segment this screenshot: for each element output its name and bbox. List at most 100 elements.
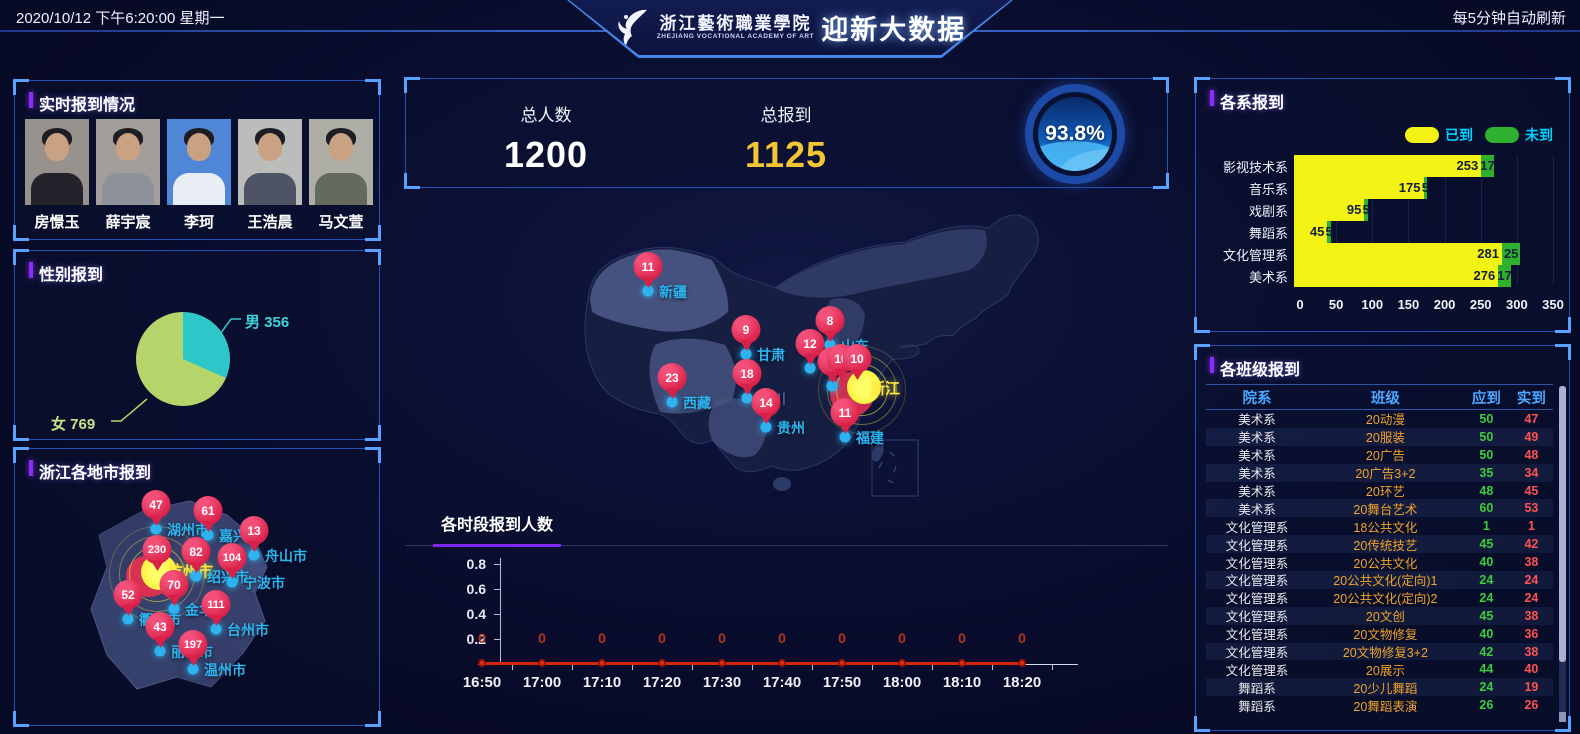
y-tick <box>494 564 500 565</box>
table-cell: 20广告 <box>1365 449 1405 464</box>
table-cell: 文化管理系 <box>1225 646 1289 661</box>
table-row: 文化管理系 20文创 45 38 <box>1206 606 1553 625</box>
bar-arrived <box>1294 265 1499 287</box>
city-label: 台州市 <box>227 622 269 638</box>
map-pin: 111 <box>201 590 231 633</box>
table-cell: 40 <box>1479 555 1494 570</box>
pin-value: 111 <box>201 590 231 619</box>
table-row: 文化管理系 20文物修复3+2 42 38 <box>1206 642 1553 661</box>
photo-silhouette <box>173 173 225 205</box>
table-cell: 24 <box>1524 572 1539 587</box>
student-card: 马文萱 <box>309 119 373 232</box>
y-tick-label: 0.2 <box>466 631 486 647</box>
photo-silhouette <box>315 173 367 205</box>
bar-value-absent: 5 <box>1325 224 1333 239</box>
y-tick <box>494 639 500 640</box>
x-axis-tick: 100 <box>1361 297 1384 312</box>
photo-silhouette <box>45 133 69 161</box>
data-point-value: 0 <box>778 630 786 646</box>
table-cell: 20展示 <box>1365 663 1405 678</box>
bar-value-arrived: 95 <box>1346 202 1362 217</box>
x-tick <box>812 665 813 670</box>
city-dot <box>740 348 752 360</box>
corner-accent <box>13 225 29 241</box>
corner-accent <box>1194 344 1210 360</box>
table-cell: 53 <box>1524 501 1539 516</box>
data-point <box>538 659 546 667</box>
table-row: 文化管理系 20文物修复 40 36 <box>1206 625 1553 643</box>
data-point <box>958 659 966 667</box>
student-card: 房憬玉 <box>25 119 89 232</box>
corner-accent <box>13 711 29 727</box>
table-cell: 20环艺 <box>1365 485 1405 500</box>
city-dot <box>190 570 202 582</box>
table-cell: 美术系 <box>1238 502 1276 517</box>
table-cell: 26 <box>1479 698 1494 713</box>
map-pin: 14 <box>751 388 781 431</box>
table-cell: 文化管理系 <box>1225 538 1289 553</box>
data-point-value: 0 <box>598 630 606 646</box>
crane-logo-icon <box>618 9 647 46</box>
department-bar-chart: 影视技术系 253 17 音乐系 175 5 戏剧系 95 5 舞蹈系 45 5 文化管理系 281 25 美… <box>1210 155 1553 287</box>
panel-title: 各系报到 <box>1210 89 1284 113</box>
table-row: 舞蹈系 20舞蹈表演 26 26 <box>1206 696 1553 714</box>
table-cell: 40 <box>1524 662 1539 677</box>
bar-value-arrived: 281 <box>1477 246 1499 261</box>
corner-accent <box>404 173 420 189</box>
school-name: 浙江藝術職業學院 ZHEJIANG VOCATIONAL ACADEMY OF … <box>656 13 815 41</box>
map-pin: 230 <box>142 535 172 578</box>
pin-value: 13 <box>239 516 269 545</box>
tab-timeline[interactable]: 各时段报到人数 <box>433 511 562 547</box>
bar-row: 戏剧系 95 5 <box>1210 199 1553 221</box>
city-dot <box>187 663 199 675</box>
table-cell: 38 <box>1524 555 1539 570</box>
scrollbar-down-button[interactable] <box>1559 712 1566 722</box>
x-tick <box>692 665 693 670</box>
city-label: 舟山市 <box>265 548 307 564</box>
table-cell: 美术系 <box>1238 413 1276 428</box>
table-cell: 50 <box>1479 447 1494 462</box>
panel-title: 性别报到 <box>29 261 103 285</box>
data-point-value: 0 <box>1018 630 1026 646</box>
data-point <box>718 659 726 667</box>
timeline-line-chart: 0.8 0.6 0.4 0.2 16:50 0 17:00 0 17:10 0 17:20 0 17:3… <box>430 552 1140 712</box>
pin-tail <box>189 562 203 580</box>
table-cell: 20服装 <box>1365 431 1405 446</box>
legend-swatch <box>1405 127 1439 143</box>
table-cell: 49 <box>1524 429 1539 444</box>
pin-tail <box>149 515 163 533</box>
legend-item-已到[interactable]: 已到 <box>1405 125 1473 145</box>
student-name: 王浩晨 <box>247 214 293 231</box>
table-row: 文化管理系 20展示 44 40 <box>1206 660 1553 678</box>
table-cell: 35 <box>1479 465 1494 480</box>
y-tick <box>494 589 500 590</box>
bar-category-label: 音乐系 <box>1248 181 1288 197</box>
data-point-value: 0 <box>538 630 546 646</box>
china-map: 11新疆9甘肃23西藏18四川14贵州128山东9101011福建浙江 <box>560 200 1170 500</box>
column-header: 院系 <box>1242 390 1272 407</box>
legend-item-未到[interactable]: 未到 <box>1485 125 1553 145</box>
corner-accent <box>1153 77 1169 93</box>
table-cell: 45 <box>1524 483 1539 498</box>
scrollbar-thumb[interactable] <box>1559 386 1566 662</box>
x-tick-label: 17:10 <box>582 674 622 691</box>
y-tick-label: 0.8 <box>466 556 486 572</box>
corner-accent <box>365 447 381 463</box>
bar-value-absent: 17 <box>1497 268 1512 283</box>
pin-tail <box>838 423 852 441</box>
corner-accent <box>1555 344 1571 360</box>
x-tick-label: 17:20 <box>642 674 682 691</box>
x-tick-label: 17:00 <box>522 674 562 691</box>
x-tick <box>1052 665 1053 670</box>
city-dot <box>760 421 772 433</box>
checkin-rate-gauge: 93.8% <box>1025 84 1125 184</box>
pin-value: 18 <box>732 359 762 388</box>
bar-track: 45 5 <box>1294 221 1553 243</box>
table-cell: 文化管理系 <box>1225 628 1289 643</box>
column-header: 班级 <box>1370 390 1400 407</box>
x-axis-tick: 250 <box>1469 297 1492 312</box>
bar-value-absent: 25 <box>1503 246 1519 261</box>
x-tick <box>632 665 633 670</box>
checkin-rate-value: 93.8% <box>1045 122 1105 145</box>
